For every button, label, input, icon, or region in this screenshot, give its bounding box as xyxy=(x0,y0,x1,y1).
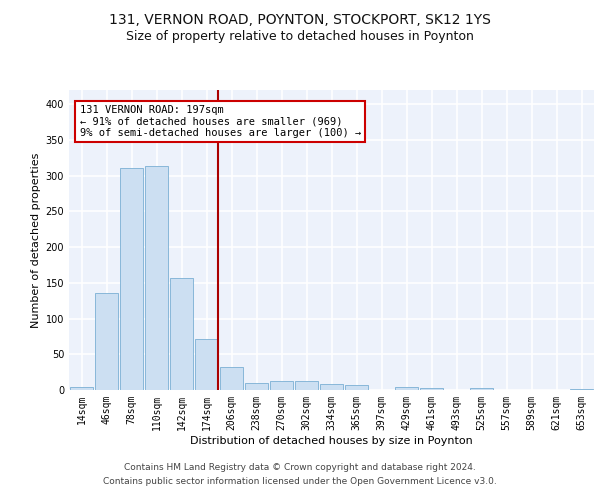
Y-axis label: Number of detached properties: Number of detached properties xyxy=(31,152,41,328)
Bar xyxy=(95,293,118,390)
Bar xyxy=(419,388,443,390)
Bar xyxy=(344,385,368,390)
Text: Size of property relative to detached houses in Poynton: Size of property relative to detached ho… xyxy=(126,30,474,43)
Bar xyxy=(220,367,244,390)
Bar xyxy=(395,387,418,390)
Text: 131 VERNON ROAD: 197sqm
← 91% of detached houses are smaller (969)
9% of semi-de: 131 VERNON ROAD: 197sqm ← 91% of detache… xyxy=(79,105,361,138)
Bar xyxy=(194,340,218,390)
Bar xyxy=(119,168,143,390)
Bar xyxy=(245,383,268,390)
X-axis label: Distribution of detached houses by size in Poynton: Distribution of detached houses by size … xyxy=(190,436,473,446)
Bar xyxy=(569,388,593,390)
Bar xyxy=(320,384,343,390)
Bar xyxy=(170,278,193,390)
Bar xyxy=(269,380,293,390)
Bar xyxy=(295,380,319,390)
Bar xyxy=(145,166,169,390)
Text: 131, VERNON ROAD, POYNTON, STOCKPORT, SK12 1YS: 131, VERNON ROAD, POYNTON, STOCKPORT, SK… xyxy=(109,12,491,26)
Bar xyxy=(70,387,94,390)
Bar xyxy=(470,388,493,390)
Text: Contains HM Land Registry data © Crown copyright and database right 2024.: Contains HM Land Registry data © Crown c… xyxy=(124,464,476,472)
Text: Contains public sector information licensed under the Open Government Licence v3: Contains public sector information licen… xyxy=(103,477,497,486)
